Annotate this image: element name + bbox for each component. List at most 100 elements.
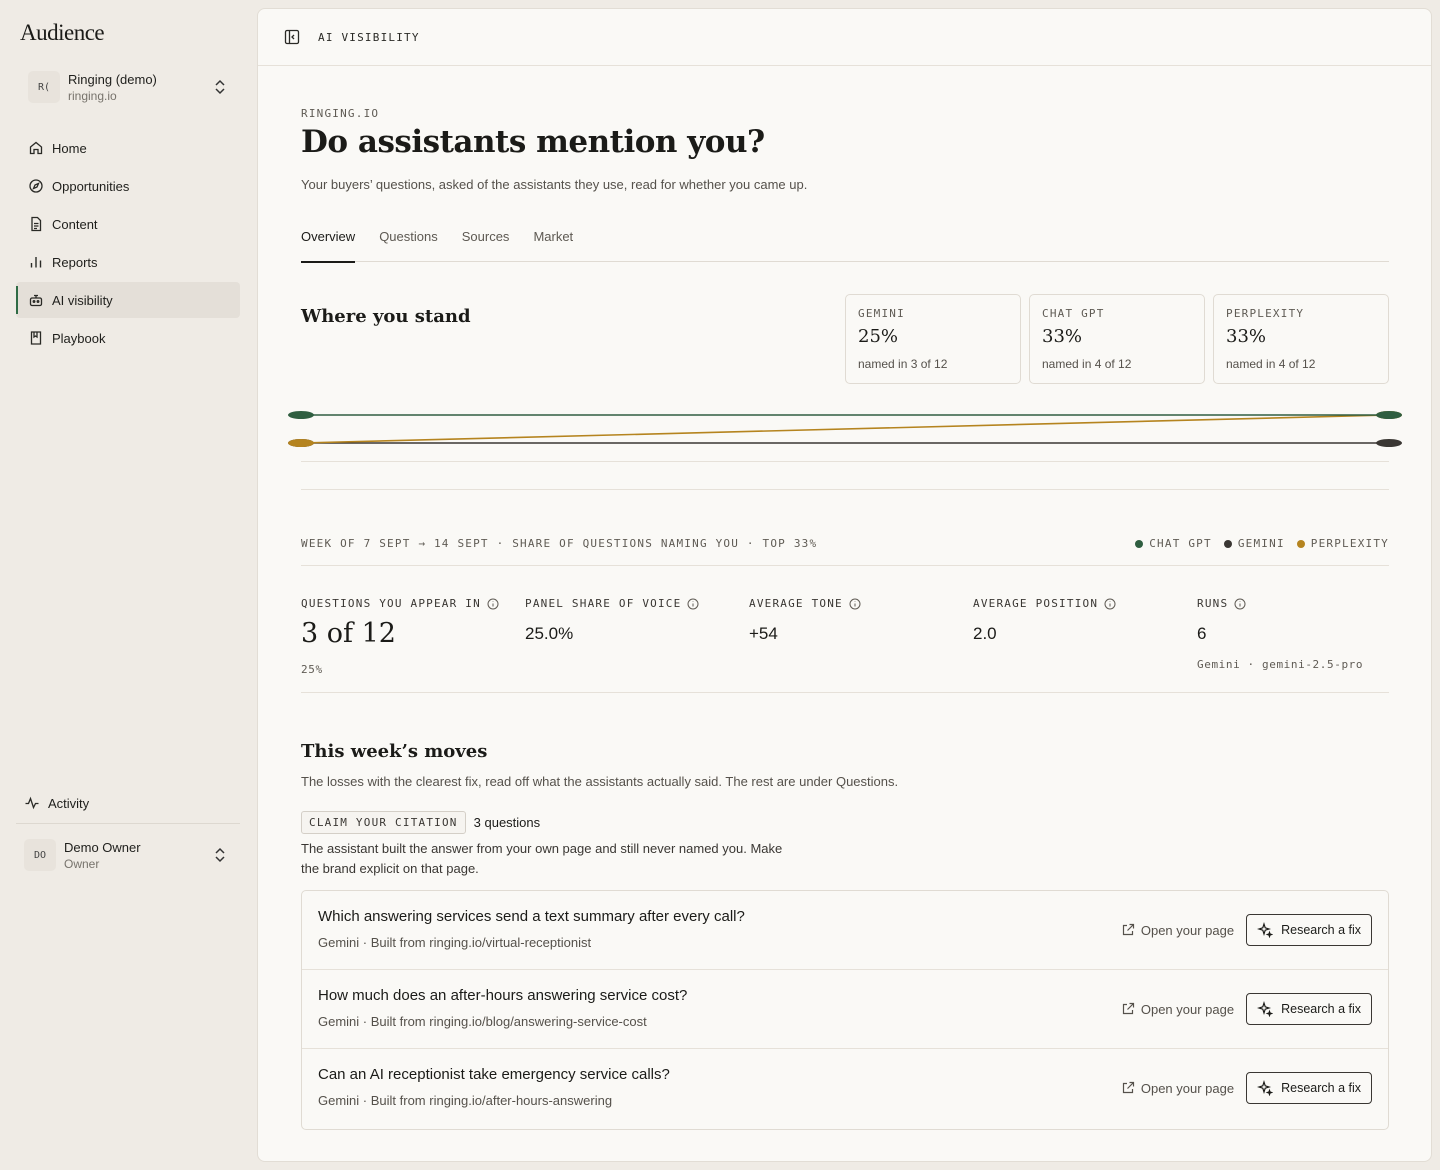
info-icon[interactable] <box>1234 598 1246 610</box>
list-item: Which answering services send a text sum… <box>302 891 1388 970</box>
metric-label: RUNS <box>1197 597 1229 610</box>
sidebar-item-opportunities[interactable]: Opportunities <box>16 168 240 204</box>
sidebar-item-ai-visibility[interactable]: AI visibility <box>16 282 240 318</box>
metric-value: +54 <box>749 624 778 643</box>
sidebar-toggle-icon[interactable] <box>284 29 300 45</box>
info-icon[interactable] <box>487 598 499 610</box>
research-fix-button[interactable]: Research a fix <box>1246 993 1372 1025</box>
sidebar-nav: Home Opportunities Content Reports AI vi… <box>16 130 240 358</box>
sidebar-item-label: Opportunities <box>52 178 130 194</box>
question-title: How much does an after-hours answering s… <box>318 987 688 1004</box>
open-page-label: Open your page <box>1140 1001 1235 1017</box>
main-panel: AI VISIBILITY RINGING.IO Do assistants m… <box>257 8 1432 1162</box>
org-domain: ringing.io <box>68 88 117 103</box>
user-switcher[interactable]: DO Demo Owner Owner <box>16 832 240 878</box>
list-item: Can an AI receptionist take emergency se… <box>302 1049 1388 1129</box>
moves-title: This week’s moves <box>301 741 488 762</box>
home-icon <box>29 141 43 155</box>
question-meta: Gemini · Built from ringing.io/blog/answ… <box>318 1014 647 1029</box>
legend-dot <box>1135 539 1144 548</box>
sidebar-item-home[interactable]: Home <box>16 130 240 166</box>
metric-label-row: QUESTIONS YOU APPEAR IN <box>301 597 525 610</box>
metric-label-row: PANEL SHARE OF VOICE <box>525 597 749 610</box>
engine-card-perplexity[interactable]: PERPLEXITY 33% named in 4 of 12 <box>1213 294 1389 384</box>
sidebar-item-label: AI visibility <box>52 292 113 308</box>
metric-value: 2.0 <box>973 624 997 643</box>
engine-cards: GEMINI 25% named in 3 of 12 CHAT GPT 33%… <box>845 294 1389 384</box>
question-title: Which answering services send a text sum… <box>318 908 745 925</box>
research-fix-button[interactable]: Research a fix <box>1246 1072 1372 1104</box>
open-page-link[interactable]: Open your page <box>1121 1002 1234 1017</box>
tab-overview[interactable]: Overview <box>301 224 356 263</box>
chart-divider <box>301 489 1389 490</box>
document-icon <box>31 216 42 232</box>
sidebar-divider <box>16 823 240 824</box>
sparkle-icon <box>1257 1080 1274 1096</box>
org-switcher[interactable]: R( Ringing (demo) ringing.io <box>16 62 240 112</box>
engine-card-chatgpt[interactable]: CHAT GPT 33% named in 4 of 12 <box>1029 294 1205 384</box>
metric-questions-appear: QUESTIONS YOU APPEAR IN 3 of 12 25% <box>301 597 525 676</box>
sidebar-item-label: Reports <box>52 254 98 270</box>
info-icon[interactable] <box>687 598 699 610</box>
metrics-divider-top <box>301 565 1389 566</box>
sidebar-item-content[interactable]: Content <box>16 206 240 242</box>
user-avatar: DO <box>24 839 56 871</box>
question-actions: Open your page Research a fix <box>1121 1072 1372 1104</box>
org-avatar: R( <box>28 71 60 103</box>
legend-item-chatgpt: CHAT GPT <box>1135 537 1212 550</box>
metric-label: AVERAGE POSITION <box>973 597 1099 610</box>
org-name: Ringing (demo) <box>68 71 157 87</box>
question-actions: Open your page Research a fix <box>1121 993 1372 1025</box>
research-fix-label: Research a fix <box>1281 1002 1361 1016</box>
engine-card-value: 33% <box>1042 326 1083 347</box>
engine-card-label: CHAT GPT <box>1042 307 1105 320</box>
sidebar-item-activity[interactable]: Activity <box>16 786 240 820</box>
data-point-gemini <box>1376 439 1402 447</box>
claim-count: 3 questions <box>473 815 541 830</box>
info-icon[interactable] <box>1104 598 1116 610</box>
legend-dot <box>1223 539 1232 548</box>
research-fix-button[interactable]: Research a fix <box>1246 914 1372 946</box>
chart-caption: WEEK OF 7 SEPT → 14 SEPT · SHARE OF QUES… <box>301 537 818 550</box>
engine-card-value: 25% <box>858 326 899 347</box>
legend-label: CHAT GPT <box>1149 537 1212 550</box>
series-line-perplexity <box>300 414 1390 444</box>
sparkle-icon <box>1257 1001 1274 1017</box>
sidebar-item-playbook[interactable]: Playbook <box>16 320 240 356</box>
engine-card-gemini[interactable]: GEMINI 25% named in 3 of 12 <box>845 294 1021 384</box>
engine-card-label: GEMINI <box>858 307 905 320</box>
list-item: How much does an after-hours answering s… <box>302 970 1388 1049</box>
research-fix-label: Research a fix <box>1281 1081 1361 1095</box>
brand-logo[interactable]: Audience <box>20 20 105 45</box>
metric-value: 25.0% <box>525 624 574 643</box>
external-link-icon <box>1122 923 1134 936</box>
open-page-link[interactable]: Open your page <box>1121 923 1234 938</box>
open-page-link[interactable]: Open your page <box>1121 1081 1234 1096</box>
legend-label: GEMINI <box>1237 537 1285 550</box>
open-page-label: Open your page <box>1140 922 1235 938</box>
info-icon[interactable] <box>849 598 861 610</box>
legend-item-gemini: GEMINI <box>1223 537 1285 550</box>
tab-sources[interactable]: Sources <box>461 229 510 244</box>
robot-icon <box>29 294 43 307</box>
metric-sub: Gemini · gemini-2.5-pro <box>1197 658 1364 671</box>
chevron-up-down-icon <box>215 79 225 95</box>
tabs: Overview Questions Sources Market <box>301 224 1389 263</box>
external-link-icon <box>1122 1002 1134 1015</box>
research-fix-label: Research a fix <box>1281 923 1361 937</box>
legend-label: PERPLEXITY <box>1310 537 1389 550</box>
metric-value: 6 <box>1197 624 1207 643</box>
legend-item-perplexity: PERPLEXITY <box>1296 537 1389 550</box>
question-actions: Open your page Research a fix <box>1121 914 1372 946</box>
tab-market[interactable]: Market <box>533 229 574 244</box>
metric-label-row: RUNS <box>1197 597 1389 610</box>
data-point-chatgpt <box>1376 411 1402 419</box>
sidebar-item-reports[interactable]: Reports <box>16 244 240 280</box>
visibility-trend-chart <box>288 411 1402 447</box>
sidebar: Audience R( Ringing (demo) ringing.io Ho… <box>0 0 256 1170</box>
book-icon <box>30 331 42 345</box>
tab-questions[interactable]: Questions <box>379 229 438 244</box>
claim-description: The assistant built the answer from your… <box>301 841 783 876</box>
open-page-label: Open your page <box>1140 1080 1235 1096</box>
engine-card-value: 33% <box>1226 326 1267 347</box>
